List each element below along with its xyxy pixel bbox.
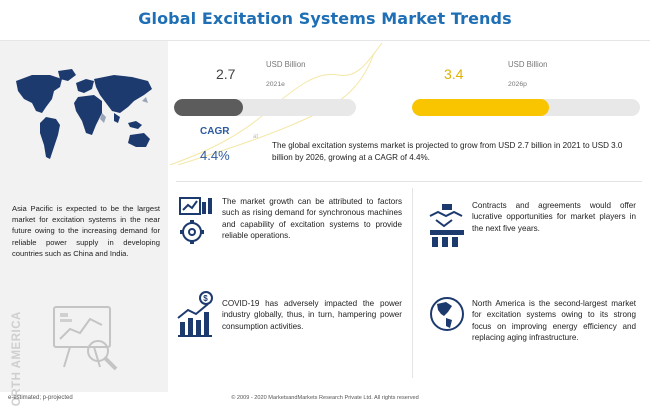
metric-2021-bar-fill xyxy=(174,99,244,116)
metric-2021-unit: USD Billion xyxy=(266,60,306,69)
metric-2021-value: 2.7 xyxy=(216,66,236,82)
metric-2021-year: 2021e xyxy=(266,81,285,88)
footer-copyright: © 2009 - 2020 MarketsandMarkets Research… xyxy=(231,395,419,401)
covid-impact-text: COVID-19 has adversely impacted the powe… xyxy=(222,299,402,331)
cagr-at-text: at xyxy=(253,134,259,140)
dollar-growth-icon: $ xyxy=(177,291,213,337)
metric-2026-bar-fill xyxy=(412,99,549,116)
section-divider xyxy=(176,181,642,182)
region-label: NORTH AMERICA xyxy=(11,311,23,406)
cagr-value: 4.4% xyxy=(200,148,230,163)
globe-americas-icon xyxy=(430,297,464,331)
top-divider xyxy=(0,40,650,41)
footer-note: e-estimated; p-projected xyxy=(8,395,73,401)
column-divider xyxy=(412,188,413,378)
opportunities-text: Contracts and agreements would offer luc… xyxy=(472,201,636,233)
handshake-icon xyxy=(429,204,464,247)
world-map-icon xyxy=(16,69,152,159)
north-america-text: North America is the second-largest mark… xyxy=(472,299,636,343)
asia-pacific-text: Asia Pacific is expected to be the large… xyxy=(12,204,160,258)
cagr-label: CAGR xyxy=(200,126,230,137)
left-panel: Asia Pacific is expected to be the large… xyxy=(0,41,168,406)
metric-2026-year: 2026p xyxy=(508,81,527,88)
metric-2021-bar xyxy=(174,99,356,116)
analysis-chart-icon xyxy=(53,306,118,371)
metric-2026-value: 3.4 xyxy=(444,66,464,82)
metric-2026-bar xyxy=(412,99,640,116)
svg-text:$: $ xyxy=(203,294,208,303)
gear-chart-icon xyxy=(179,197,212,244)
metric-2026-unit: USD Billion xyxy=(508,60,548,69)
market-summary: The global excitation systems market is … xyxy=(272,141,623,162)
growth-drivers-text: The market growth can be attributed to f… xyxy=(222,197,402,241)
page-title: Global Excitation Systems Market Trends xyxy=(138,9,512,28)
